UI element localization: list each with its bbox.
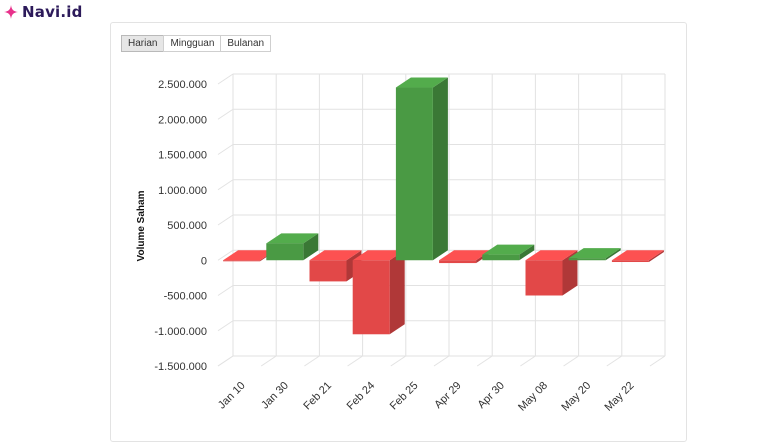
bar-front bbox=[482, 254, 520, 261]
period-tabs: Harian Mingguan Bulanan bbox=[121, 35, 272, 52]
y-tick-label: -1.000.000 bbox=[154, 326, 207, 338]
floor-line bbox=[476, 355, 493, 367]
bar-side bbox=[432, 77, 448, 261]
y-tick-label: 2.000.000 bbox=[158, 114, 207, 126]
bar-side bbox=[389, 250, 405, 335]
grid-line-depth bbox=[217, 144, 234, 155]
floor-line bbox=[606, 355, 623, 367]
brand-name: Navi.id bbox=[22, 3, 83, 21]
bar-front bbox=[309, 260, 347, 282]
bar-top bbox=[482, 244, 535, 255]
grid-line-depth bbox=[217, 108, 234, 120]
bar-feb-25 bbox=[395, 77, 448, 261]
brand-logo[interactable]: Navi.id bbox=[4, 2, 83, 22]
floor-line bbox=[390, 355, 407, 367]
bar-side bbox=[648, 250, 664, 263]
bar-jan-30 bbox=[266, 233, 319, 261]
bar-front bbox=[395, 87, 433, 261]
tab-mingguan[interactable]: Mingguan bbox=[163, 35, 222, 52]
bar-top bbox=[525, 250, 578, 261]
y-tick-label: 0 bbox=[201, 255, 207, 267]
grid-line-depth bbox=[217, 179, 234, 191]
y-tick-label: -500.000 bbox=[164, 291, 207, 303]
floor-line bbox=[520, 355, 536, 367]
x-tick-label: Apr 30 bbox=[476, 380, 507, 411]
bar-may-22 bbox=[611, 250, 664, 263]
bar-side bbox=[605, 248, 621, 261]
floor-line bbox=[217, 355, 234, 367]
bar-front bbox=[611, 260, 649, 263]
tab-bulanan[interactable]: Bulanan bbox=[220, 35, 272, 52]
floor-line bbox=[433, 355, 450, 367]
bar-top bbox=[309, 250, 362, 261]
y-tick-label: 500.000 bbox=[167, 220, 207, 232]
bar-top bbox=[395, 77, 448, 88]
bar-top bbox=[568, 248, 621, 259]
x-tick-label: Jan 10 bbox=[216, 380, 248, 412]
bar-apr-30 bbox=[482, 244, 535, 261]
x-tick-label: Feb 25 bbox=[388, 380, 421, 413]
grid-line-depth bbox=[217, 320, 234, 332]
bar-may-08 bbox=[525, 250, 578, 296]
bar-side bbox=[303, 233, 319, 261]
y-tick-label: 1.000.000 bbox=[158, 185, 207, 197]
x-tick-label: May 22 bbox=[603, 380, 637, 414]
floor-line bbox=[563, 355, 579, 367]
bar-front bbox=[352, 260, 390, 335]
bar-top bbox=[266, 233, 319, 244]
bar-front bbox=[439, 260, 477, 264]
bar-feb-24 bbox=[352, 250, 405, 335]
bar-top bbox=[223, 250, 276, 261]
grid-line-depth bbox=[217, 249, 234, 261]
floor-line bbox=[649, 355, 666, 367]
bar-front bbox=[525, 260, 563, 296]
grid-line-depth bbox=[217, 214, 234, 226]
bar-front bbox=[223, 260, 261, 262]
y-tick-label: 2.500.000 bbox=[158, 79, 207, 91]
x-tick-label: Feb 24 bbox=[345, 380, 378, 413]
bar-top bbox=[439, 250, 492, 261]
y-tick-label: -1.500.000 bbox=[154, 361, 207, 373]
x-tick-label: Jan 30 bbox=[259, 380, 291, 412]
floor-line bbox=[304, 355, 320, 367]
bar-top bbox=[352, 250, 405, 261]
x-tick-label: May 20 bbox=[559, 380, 593, 414]
bar-front bbox=[568, 258, 606, 261]
bar-may-20 bbox=[568, 248, 621, 261]
grid-line-depth bbox=[217, 73, 234, 85]
bar-top bbox=[611, 250, 664, 261]
floor-line bbox=[260, 355, 277, 367]
volume-chart: 2.500.000 2.000.000 1.500.000 1.000.000 500.… bbox=[136, 73, 666, 414]
y-axis-label: Volume Saham bbox=[136, 190, 147, 261]
bar-front bbox=[266, 243, 304, 261]
x-tick-label: May 08 bbox=[516, 380, 550, 414]
grid-line-depth bbox=[217, 285, 234, 296]
floor-line bbox=[347, 355, 363, 367]
bar-side bbox=[519, 244, 535, 261]
y-tick-label: 1.500.000 bbox=[158, 150, 207, 162]
x-tick-label: Feb 21 bbox=[301, 380, 334, 413]
bar-side bbox=[562, 250, 578, 296]
sparkle-icon bbox=[4, 5, 18, 19]
x-tick-label: Apr 29 bbox=[432, 380, 463, 411]
